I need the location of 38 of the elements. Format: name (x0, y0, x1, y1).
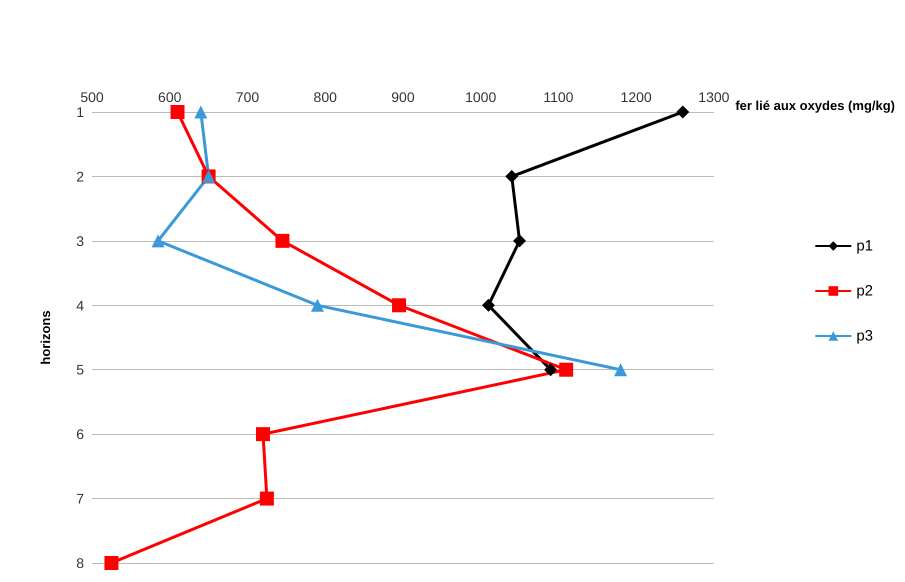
y-tick-label: 7 (76, 490, 84, 507)
point (544, 363, 558, 376)
y-tick-label: 3 (76, 232, 84, 249)
point (676, 106, 690, 118)
x-tick-label: 1000 (465, 89, 496, 105)
point (256, 427, 270, 442)
y-tick-label: 2 (76, 168, 84, 184)
x-tick-label: 700 (236, 89, 260, 105)
x-tick-label: 900 (391, 89, 415, 105)
x-tick-label: 1100 (543, 89, 574, 105)
point (194, 106, 208, 118)
y-tick-label: 6 (76, 426, 84, 442)
y-tick-label: 8 (76, 555, 84, 571)
y-tick-label: 5 (76, 362, 84, 378)
point (310, 298, 324, 312)
x-tick-label: 800 (314, 89, 338, 105)
point (275, 234, 290, 248)
point (392, 298, 406, 312)
point (482, 298, 495, 312)
point (505, 170, 518, 183)
point (152, 234, 165, 248)
x-axis-title: fer lié aux oxydes (mg/kg) (735, 98, 895, 113)
x-tick-label: 500 (80, 89, 104, 105)
point (614, 363, 628, 376)
y-tick-label: 4 (76, 297, 84, 314)
point (260, 492, 274, 506)
legend-label: p1 (856, 238, 874, 254)
point (104, 556, 118, 570)
point (559, 362, 574, 377)
x-tick-label: 1300 (698, 89, 730, 105)
x-tick-label: 600 (158, 89, 182, 105)
y-tick-label: 1 (76, 104, 84, 120)
point (513, 234, 526, 248)
legend-label: p2 (856, 282, 874, 300)
y-axis-title: horizons (38, 310, 53, 365)
point (170, 105, 185, 119)
legend-label: p3 (856, 328, 874, 344)
x-tick-label: 1200 (620, 89, 652, 105)
